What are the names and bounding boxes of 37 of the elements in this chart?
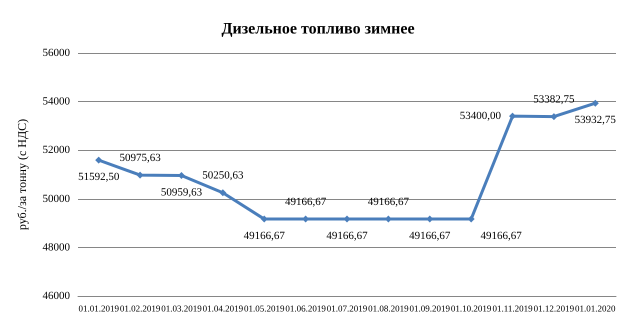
y-tick-label: 50000	[42, 192, 70, 205]
y-tick-label: 54000	[42, 96, 70, 108]
x-tick-label: 01.02.2019	[120, 304, 161, 314]
data-label: 49166,67	[244, 230, 286, 242]
data-label: 53382,75	[533, 94, 576, 106]
x-tick-label: 01.04.2019	[202, 304, 244, 314]
point	[95, 156, 102, 164]
x-tick-label: 01.01.2019	[78, 304, 120, 314]
x-tick-label: 01.12.2019	[534, 304, 575, 314]
y-tick-label: 46000	[42, 290, 70, 302]
point	[592, 100, 599, 107]
x-tick-label: 01.10.2019	[450, 304, 492, 314]
data-label: 50250,63	[202, 170, 244, 182]
x-tick-label: 01.11.2019	[492, 304, 534, 314]
x-tick-label: 01.07.2019	[326, 304, 368, 314]
y-tick-label: 52000	[42, 144, 70, 156]
y-axis-title: руб./за тонну (с НДС)	[15, 118, 29, 230]
data-label: 51592,50	[78, 171, 120, 184]
y-tick-label: 56000	[42, 47, 70, 59]
data-label: 49166,67	[368, 196, 410, 208]
chart-title: Дизельное топливо зимнее	[221, 20, 415, 38]
x-tick-label: 01.09.2019	[410, 304, 451, 314]
point	[219, 189, 226, 196]
x-tick-label: 01.08.2019	[368, 304, 410, 314]
x-tick-label: 01.05.2019	[244, 304, 285, 314]
data-label: 50959,63	[160, 186, 203, 198]
data-label: 49166,67	[409, 230, 451, 242]
data-label: 49166,67	[480, 230, 522, 242]
data-label: 53400,00	[460, 110, 502, 122]
data-label: 53932,75	[574, 114, 616, 126]
x-tick-label: 01.03.2019	[161, 304, 202, 314]
data-label: 50975,63	[119, 152, 162, 164]
y-tick-label: 48000	[42, 241, 70, 254]
x-tick-label: 01.01.2020	[575, 304, 616, 314]
x-tick-label: 01.06.2019	[285, 304, 326, 314]
data-label: 49166,67	[284, 196, 327, 208]
data-label: 49166,67	[326, 230, 368, 242]
